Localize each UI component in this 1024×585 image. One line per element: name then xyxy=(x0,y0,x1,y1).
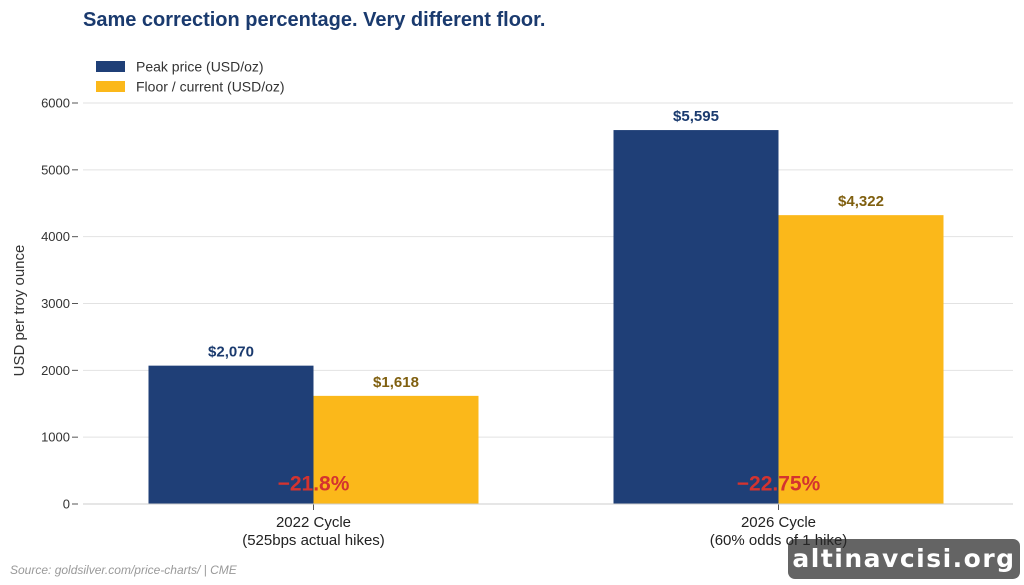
correction-percentage-label: −22.75% xyxy=(737,472,821,495)
bar xyxy=(613,130,779,504)
x-category-label: 2026 Cycle xyxy=(741,514,816,531)
y-tick-label: 6000 xyxy=(41,96,70,111)
x-axis-categories: 2022 Cycle(525bps actual hikes) 2026 Cycl… xyxy=(83,503,1013,549)
y-tick-label: 1000 xyxy=(41,430,70,445)
bars: $2,070 $1,618 $5,595 $4,322 −21.8% −22.75% xyxy=(148,108,944,504)
legend-label: Floor / current (USD/oz) xyxy=(136,79,285,95)
y-tick-label: 2000 xyxy=(41,363,70,378)
bar xyxy=(313,395,479,504)
bar-value-label: $1,618 xyxy=(373,374,419,391)
watermark: altinavcisi.org xyxy=(788,539,1020,579)
bar xyxy=(778,215,944,504)
legend-label: Peak price (USD/oz) xyxy=(136,59,264,75)
x-category-sublabel: (525bps actual hikes) xyxy=(242,532,385,549)
bar-value-label: $2,070 xyxy=(208,344,254,361)
y-tick-label: 0 xyxy=(63,497,70,512)
y-tick-label: 4000 xyxy=(41,229,70,244)
bar xyxy=(148,365,314,504)
bar-value-label: $4,322 xyxy=(838,193,884,210)
legend: Peak price (USD/oz) Floor / current (USD/… xyxy=(96,59,285,95)
y-tick-label: 5000 xyxy=(41,162,70,177)
legend-swatch xyxy=(96,61,125,72)
y-axis-ticks: 0 1000 2000 3000 4000 5000 6000 xyxy=(41,96,78,512)
y-axis-label: USD per troy ounce xyxy=(11,245,28,377)
chart-title: Same correction percentage. Very differe… xyxy=(83,9,545,31)
y-tick-label: 3000 xyxy=(41,296,70,311)
correction-percentage-label: −21.8% xyxy=(278,472,350,495)
bar-value-label: $5,595 xyxy=(673,108,719,125)
x-category-label: 2022 Cycle xyxy=(276,514,351,531)
source-note: Source: goldsilver.com/price-charts/ | C… xyxy=(10,563,238,577)
legend-swatch xyxy=(96,81,125,92)
